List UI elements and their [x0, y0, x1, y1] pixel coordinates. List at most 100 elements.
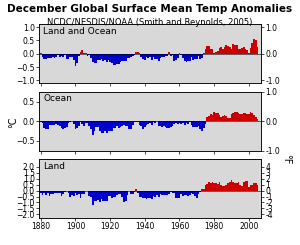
- Bar: [118, 191, 120, 195]
- Bar: [220, 117, 222, 121]
- Bar: [177, 191, 178, 197]
- Bar: [57, 191, 59, 193]
- Text: °F: °F: [281, 154, 292, 164]
- Bar: [68, 191, 69, 193]
- Bar: [225, 185, 227, 191]
- Bar: [165, 191, 167, 196]
- Bar: [123, 54, 125, 61]
- Bar: [59, 191, 61, 193]
- Bar: [100, 121, 102, 133]
- Bar: [246, 181, 248, 191]
- Bar: [158, 191, 160, 197]
- Bar: [135, 189, 137, 191]
- Bar: [253, 39, 255, 54]
- Bar: [234, 45, 236, 54]
- Bar: [163, 191, 165, 195]
- Bar: [50, 54, 52, 58]
- Bar: [50, 121, 52, 124]
- Bar: [224, 47, 225, 54]
- Bar: [111, 121, 113, 131]
- Bar: [186, 121, 187, 123]
- Bar: [139, 191, 140, 197]
- Bar: [160, 121, 161, 126]
- Bar: [250, 185, 251, 191]
- Bar: [175, 121, 177, 123]
- Bar: [102, 121, 104, 133]
- Bar: [120, 54, 122, 62]
- Bar: [232, 44, 234, 54]
- Bar: [49, 54, 50, 58]
- Bar: [87, 121, 88, 123]
- Bar: [167, 191, 168, 195]
- Bar: [208, 47, 210, 54]
- Bar: [95, 191, 97, 201]
- Bar: [212, 182, 213, 191]
- Bar: [107, 121, 109, 131]
- Bar: [59, 121, 61, 126]
- Bar: [82, 191, 83, 195]
- Bar: [177, 54, 178, 58]
- Bar: [205, 121, 206, 124]
- Bar: [251, 43, 253, 54]
- Bar: [153, 191, 154, 196]
- Bar: [80, 121, 82, 122]
- Bar: [236, 45, 238, 54]
- Bar: [139, 121, 140, 125]
- Bar: [43, 54, 45, 59]
- Bar: [111, 191, 113, 197]
- Bar: [194, 121, 196, 127]
- Bar: [134, 121, 135, 122]
- Bar: [149, 121, 151, 122]
- Bar: [122, 191, 123, 196]
- Bar: [198, 191, 200, 194]
- Bar: [76, 54, 78, 63]
- Bar: [40, 191, 42, 193]
- Bar: [95, 121, 97, 127]
- Bar: [189, 121, 191, 122]
- Bar: [107, 191, 109, 196]
- Bar: [87, 54, 88, 56]
- Bar: [167, 121, 168, 128]
- Bar: [142, 191, 144, 198]
- Bar: [56, 121, 57, 123]
- Bar: [170, 121, 172, 127]
- Bar: [184, 121, 186, 124]
- Bar: [153, 121, 154, 122]
- Bar: [42, 191, 43, 195]
- Bar: [217, 113, 218, 121]
- Bar: [97, 54, 99, 60]
- Bar: [116, 54, 118, 64]
- Bar: [151, 121, 153, 124]
- Bar: [243, 113, 244, 121]
- Bar: [244, 49, 246, 54]
- Bar: [208, 116, 210, 121]
- Bar: [161, 54, 163, 57]
- Bar: [142, 121, 144, 129]
- Bar: [78, 54, 80, 56]
- Bar: [173, 191, 175, 193]
- Bar: [113, 54, 114, 65]
- Bar: [161, 191, 163, 195]
- Bar: [71, 54, 73, 57]
- Bar: [196, 121, 198, 127]
- Bar: [243, 47, 244, 54]
- Bar: [54, 54, 56, 58]
- Bar: [213, 183, 215, 191]
- Bar: [218, 48, 220, 54]
- Bar: [203, 189, 205, 191]
- Bar: [45, 121, 47, 129]
- Bar: [146, 54, 147, 57]
- Bar: [128, 121, 130, 129]
- Bar: [238, 49, 239, 54]
- Bar: [120, 121, 122, 127]
- Bar: [187, 54, 189, 61]
- Bar: [160, 191, 161, 195]
- Bar: [99, 121, 100, 131]
- Bar: [95, 54, 97, 63]
- Bar: [255, 40, 257, 54]
- Bar: [160, 54, 161, 58]
- Bar: [210, 49, 212, 54]
- Bar: [135, 121, 137, 122]
- Bar: [210, 114, 212, 121]
- Bar: [68, 54, 69, 59]
